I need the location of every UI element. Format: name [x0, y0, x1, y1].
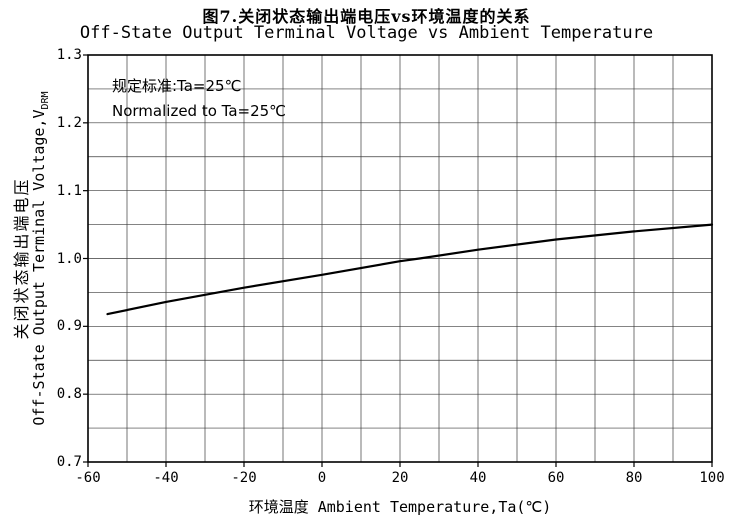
y-axis-label-subscript: DRM: [40, 91, 51, 110]
y-tick-label: 1.0: [56, 250, 82, 267]
chart-title-english: Off-State Output Terminal Voltage vs Amb…: [79, 23, 654, 43]
y-tick-label: 0.7: [56, 454, 82, 470]
normalization-annotation: 规定标准:Ta=25℃ Normalized to Ta=25℃: [112, 74, 286, 124]
y-tick-label: 0.9: [56, 318, 82, 335]
x-tick-label: -20: [231, 470, 257, 486]
y-axis-label-chinese: 关闭状态输出端电压: [12, 177, 31, 340]
plot-border: [87, 54, 713, 463]
annotation-line-english: Normalized to Ta=25℃: [112, 102, 287, 120]
x-tick-label: -60: [75, 470, 101, 486]
y-axis-label-english-main: Off-State Output Terminal Voltage,V: [30, 109, 48, 426]
x-tick-label: 40: [469, 470, 487, 486]
x-tick-label: 0: [317, 470, 327, 486]
x-tick-label: 80: [625, 470, 643, 486]
x-tick-label: 100: [699, 470, 725, 486]
x-tick-label: -40: [153, 470, 179, 486]
y-tick-label: 1.1: [56, 182, 82, 199]
x-axis-label: 环境温度 Ambient Temperature,Ta(℃): [248, 498, 552, 516]
y-tick-label: 1.2: [56, 114, 82, 131]
chart-title-chinese: 图7.关闭状态输出端电压vs环境温度的关系: [202, 7, 531, 26]
voltage-vs-temperature-curve: [106, 223, 714, 316]
annotation-line-chinese: 规定标准:Ta=25℃: [112, 77, 242, 95]
x-tick-label: 60: [547, 470, 565, 486]
x-tick-label: 20: [391, 470, 409, 486]
y-tick-label: 0.8: [56, 386, 82, 403]
y-tick-label: 1.3: [56, 47, 82, 63]
